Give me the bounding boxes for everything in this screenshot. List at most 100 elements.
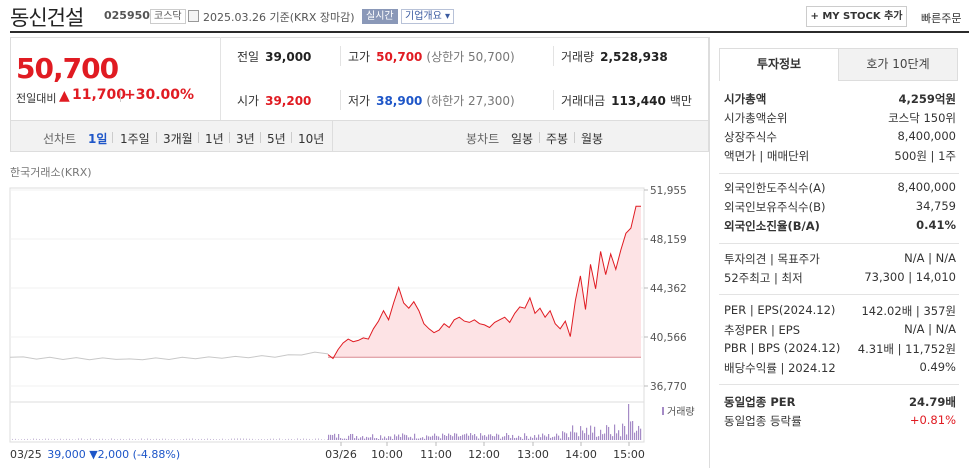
volume-bar xyxy=(336,437,338,440)
volume-bar xyxy=(309,438,310,440)
volume-bar xyxy=(51,439,52,440)
divider xyxy=(120,90,121,102)
volume-bar xyxy=(382,438,384,440)
candle-daily[interactable]: 일봉 xyxy=(511,132,534,146)
volume-bar xyxy=(114,438,115,440)
volume-bar xyxy=(476,436,478,440)
volume-bar xyxy=(530,436,532,440)
volume-bar xyxy=(334,433,336,440)
volume-bar xyxy=(426,435,428,440)
info-label: 동일업종 등락률 xyxy=(724,414,802,428)
volume-bar xyxy=(21,439,22,440)
volume-bar xyxy=(422,437,424,440)
change-percent: +30.00% xyxy=(124,87,195,103)
volume-bar xyxy=(129,438,130,440)
volume-bar xyxy=(612,436,614,440)
volume-bar xyxy=(380,435,382,440)
candle-monthly[interactable]: 월봉 xyxy=(581,132,604,146)
volume-bar xyxy=(370,437,372,440)
volume-bar xyxy=(574,432,576,440)
candle-weekly[interactable]: 주봉 xyxy=(546,132,569,146)
tab-investment-info[interactable]: 투자정보 xyxy=(719,48,839,81)
period-5y[interactable]: 5년 xyxy=(267,132,286,146)
volume-bar xyxy=(524,433,526,440)
volume-bar xyxy=(398,434,400,440)
volume-bar xyxy=(18,439,19,440)
volume-bar xyxy=(608,426,610,440)
volume-bar xyxy=(362,436,364,440)
volume-bar xyxy=(508,435,510,440)
volume-bar xyxy=(432,435,434,440)
volume-bar xyxy=(624,426,626,440)
volume-bar xyxy=(291,438,292,440)
x-tick-label: 14:00 xyxy=(565,448,597,461)
tab-orderbook-10[interactable]: 호가 10단계 xyxy=(838,48,958,81)
volume-bar xyxy=(630,421,632,440)
info-value: 34,759 xyxy=(915,199,956,213)
volume-bar xyxy=(472,435,474,440)
today-area-fill xyxy=(328,206,641,359)
volume-bar xyxy=(162,438,163,440)
volume-bar xyxy=(30,439,31,440)
volume-bar xyxy=(614,424,616,440)
volume-bar xyxy=(72,439,73,440)
volume-bar xyxy=(562,431,564,440)
volume-bar xyxy=(638,425,640,440)
realtime-badge[interactable]: 실시간 xyxy=(362,9,398,24)
info-row-foreign: 외국인한도주식수(A) 8,400,000 xyxy=(724,180,956,197)
volume-bar xyxy=(560,438,562,440)
volume-bar xyxy=(402,433,404,440)
info-row-market-cap: 시가총액 4,259억원 xyxy=(724,91,956,108)
info-row-foreign: 외국인보유주식수(B) 34,759 xyxy=(724,199,956,216)
volume-bar xyxy=(442,433,444,440)
volume-bar xyxy=(482,435,484,440)
info-row-foreign: 외국인소진율(B/A) 0.41% xyxy=(724,218,956,235)
volume-bar xyxy=(556,433,558,440)
volume-bar xyxy=(303,438,304,440)
info-value: 142.02배 | 357원 xyxy=(861,304,956,318)
volume-bar xyxy=(500,438,502,440)
volume-bar xyxy=(288,438,289,440)
volume-bar xyxy=(440,438,442,440)
add-mystock-button[interactable]: + MY STOCK 추가 xyxy=(806,6,907,27)
volume-bar xyxy=(586,427,588,440)
volume-bar xyxy=(596,436,598,440)
volume-bar xyxy=(480,433,482,440)
info-row-market-cap: 시가총액순위 코스닥 150위 xyxy=(724,110,956,127)
info-label: 시가총액순위 xyxy=(724,111,788,125)
info-value: N/A | N/A xyxy=(904,251,956,265)
period-3m[interactable]: 3개월 xyxy=(163,132,193,146)
volume-bar xyxy=(568,437,570,440)
volume-bar xyxy=(57,439,58,440)
volume-bar xyxy=(460,436,462,440)
volume-bar xyxy=(494,436,496,440)
volume-bar xyxy=(321,439,322,440)
info-value: 코스닥 150위 xyxy=(888,111,956,125)
period-1d[interactable]: 1일 xyxy=(88,132,108,146)
period-3y[interactable]: 3년 xyxy=(236,132,255,146)
period-1y[interactable]: 1년 xyxy=(205,132,224,146)
low-price: 저가 38,900 (하한가 27,300) xyxy=(348,94,515,108)
volume-bar xyxy=(342,438,344,440)
volume-bar xyxy=(540,437,542,440)
volume-bar xyxy=(542,433,544,440)
price-box: 50,700 전일대비 ▲ 11,700 +30.00% xyxy=(10,37,221,120)
volume-bar xyxy=(132,439,133,440)
volume-bar xyxy=(45,438,46,440)
volume-bar xyxy=(39,439,40,440)
period-1w[interactable]: 1주일 xyxy=(120,132,150,146)
volume-bar xyxy=(416,438,418,440)
volume-bar xyxy=(590,425,592,440)
volume-bar xyxy=(616,433,618,440)
current-price: 50,700 xyxy=(16,52,119,85)
period-10y[interactable]: 10년 xyxy=(298,132,325,146)
price-chart[interactable]: 51,955 48,159 44,362 40,566 36,770 거래량 03/26… xyxy=(0,176,709,468)
volume-bar xyxy=(93,439,94,440)
volume-bar xyxy=(346,438,348,440)
info-value: 0.41% xyxy=(916,218,956,232)
company-info-dropdown[interactable]: 기업개요 ▾ xyxy=(401,9,454,24)
quick-order-link[interactable]: 빠른주문 xyxy=(921,12,962,25)
volume-legend-swatch xyxy=(662,407,664,415)
volume-bar xyxy=(207,438,208,440)
x-tick-label: 11:00 xyxy=(420,448,452,461)
